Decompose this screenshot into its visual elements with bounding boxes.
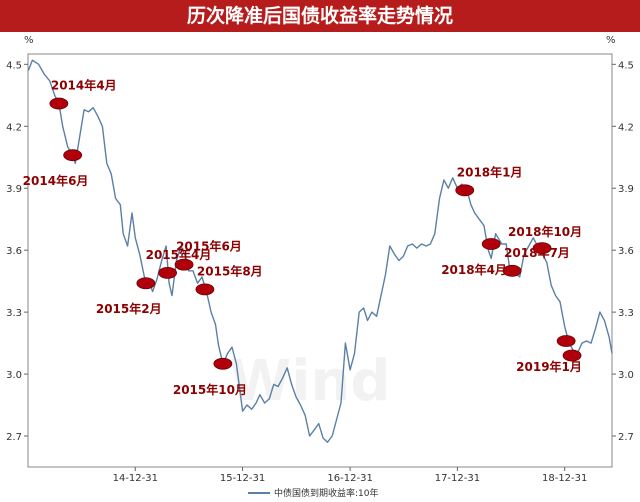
y-unit-left: % [24,35,34,46]
legend: 中债国债到期收益率:10年 [248,487,379,499]
y-tick-label-left: 4.5 [6,60,22,71]
legend-label: 中债国债到期收益率:10年 [274,487,379,499]
annotation-label: 2015年6月 [176,239,242,254]
x-tick-label: 17-12-31 [435,473,480,484]
cut-marker [196,284,214,295]
y-tick-label-left: 3.6 [6,246,22,257]
chart-title: 历次降准后国债收益率走势情况 [0,0,640,32]
y-tick-label-left: 3.9 [6,184,22,195]
cut-marker [137,278,155,289]
y-tick-label-right: 3.6 [618,246,634,257]
y-tick-label-left: 3.0 [6,370,22,381]
annotation-label: 2015年8月 [197,263,263,278]
annotation-label: 2018年10月 [508,224,582,239]
y-tick-label-right: 3.0 [618,370,634,381]
cut-marker [503,265,521,276]
y-tick-label-right: 4.5 [618,60,634,71]
line-chart: Wind % % 2.7 3.0 3.3 3.6 3.9 4.2 4.5 2.7 3.0 3.3… [0,32,640,502]
x-tick-label: 18-12-31 [542,473,587,484]
annotation-label: 2014年6月 [23,173,89,188]
y-tick-label-right: 3.3 [618,308,634,319]
cut-marker [175,259,193,270]
cut-marker [50,98,68,109]
watermark: Wind [230,349,391,414]
x-tick-label: 15-12-31 [220,473,265,484]
annotation-label: 2015年10月 [173,382,247,397]
y-tick-label-right: 3.9 [618,184,634,195]
annotation-label: 2015年2月 [96,301,162,316]
cut-marker [214,358,232,369]
annotation-label: 2018年1月 [457,164,523,179]
cut-marker [456,185,474,196]
x-tick-label: 14-12-31 [113,473,158,484]
cut-marker [563,350,581,361]
y-axis-left: 2.7 3.0 3.3 3.6 3.9 4.2 4.5 [6,60,28,443]
annotation-label: 2018年4月 [441,262,507,277]
y-axis-right: 2.7 3.0 3.3 3.6 3.9 4.2 4.5 [612,60,634,443]
y-tick-label-left: 4.2 [6,122,22,133]
y-unit-right: % [606,35,616,46]
x-axis: 14-12-31 15-12-31 16-12-31 17-12-31 18-12-31 [113,467,588,484]
y-tick-label-left: 2.7 [6,432,22,443]
y-tick-label-left: 3.3 [6,308,22,319]
cut-marker [482,238,500,249]
annotation-label: 2014年4月 [51,78,117,93]
cut-marker [159,267,177,278]
cut-marker [64,150,82,161]
y-tick-label-right: 2.7 [618,432,634,443]
x-tick-label: 16-12-31 [327,473,372,484]
y-tick-label-right: 4.2 [618,122,634,133]
cut-marker [533,243,551,254]
cut-marker [557,336,575,347]
